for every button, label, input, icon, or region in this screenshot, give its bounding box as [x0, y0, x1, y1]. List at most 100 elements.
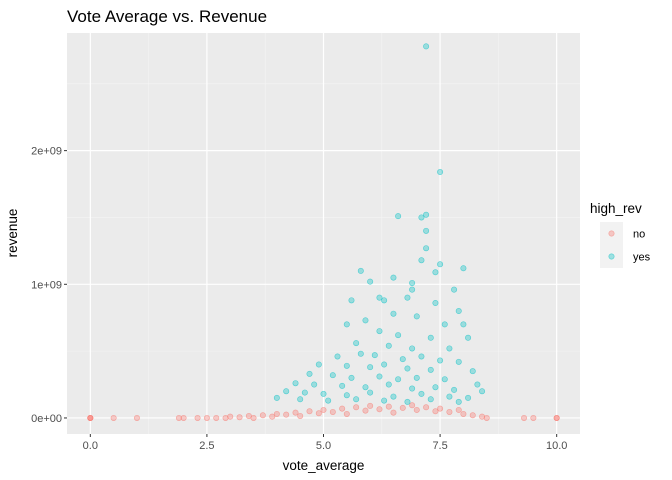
data-point: [269, 413, 276, 420]
data-point: [423, 245, 430, 252]
data-point: [437, 169, 444, 176]
data-point: [418, 214, 425, 221]
x-tick-label: 10.0: [546, 440, 567, 452]
data-point: [409, 345, 416, 352]
y-axis-ticks: 0e+00 1e+09 2e+09: [31, 146, 67, 425]
x-tick-label: 7.5: [432, 440, 447, 452]
data-point: [427, 396, 434, 403]
data-point: [353, 396, 360, 403]
data-point: [455, 398, 462, 405]
data-point: [376, 294, 383, 301]
data-point: [404, 365, 411, 372]
data-point: [432, 269, 439, 276]
data-point: [320, 406, 327, 413]
data-point: [395, 332, 402, 339]
data-point: [469, 368, 476, 375]
data-point: [469, 412, 476, 419]
data-point: [194, 414, 201, 421]
data-point: [362, 384, 369, 391]
y-tick-label: 1e+09: [31, 279, 62, 291]
data-point: [297, 396, 304, 403]
data-point: [385, 342, 392, 349]
data-point: [479, 413, 486, 420]
data-point: [353, 404, 360, 411]
data-point: [455, 406, 462, 413]
data-point: [455, 358, 462, 365]
data-point: [446, 345, 453, 352]
legend-title: high_rev: [590, 201, 642, 216]
data-point: [446, 408, 453, 415]
data-point: [180, 414, 187, 421]
legend-label-yes: yes: [633, 252, 651, 264]
x-tick-label: 2.5: [199, 440, 214, 452]
data-point: [395, 213, 402, 220]
data-point: [409, 279, 416, 286]
data-point: [381, 361, 388, 368]
data-point: [87, 414, 94, 421]
data-point: [460, 265, 467, 272]
data-point: [292, 409, 299, 416]
legend-key: [600, 245, 623, 268]
data-point: [427, 366, 434, 373]
data-point: [395, 376, 402, 383]
data-point: [451, 286, 458, 293]
data-point: [376, 373, 383, 380]
data-point: [423, 211, 430, 218]
data-point: [236, 414, 243, 421]
data-point: [283, 411, 290, 418]
x-axis-ticks: 0.0 2.5 5.0 7.5 10.0: [83, 434, 567, 452]
y-tick-label: 0e+00: [31, 413, 62, 425]
data-point: [381, 297, 388, 304]
data-point: [329, 408, 336, 415]
data-point: [343, 410, 350, 417]
data-point: [432, 408, 439, 415]
data-point: [339, 382, 346, 389]
data-point: [404, 294, 411, 301]
data-point: [418, 390, 425, 397]
data-point: [427, 334, 434, 341]
series-yes: [273, 43, 486, 405]
data-point: [348, 297, 355, 304]
data-point: [399, 356, 406, 363]
data-point: [376, 406, 383, 413]
legend-swatch: [608, 253, 615, 260]
data-point: [227, 413, 234, 420]
data-point: [465, 334, 472, 341]
data-point: [315, 410, 322, 417]
data-point: [339, 405, 346, 412]
data-point: [418, 257, 425, 264]
x-axis-title: vote_average: [283, 458, 365, 473]
data-point: [404, 398, 411, 405]
data-point: [451, 386, 458, 393]
data-point: [334, 353, 341, 360]
data-point: [283, 388, 290, 395]
data-point: [409, 402, 416, 409]
data-point: [110, 414, 117, 421]
data-point: [399, 404, 406, 411]
data-point: [315, 361, 322, 368]
data-point: [329, 372, 336, 379]
legend-label-no: no: [633, 229, 645, 241]
legend: high_rev no yes: [590, 201, 651, 268]
data-point: [175, 414, 182, 421]
data-point: [413, 374, 420, 381]
data-point: [432, 384, 439, 391]
data-point: [423, 43, 430, 50]
data-point: [483, 414, 490, 421]
data-point: [362, 407, 369, 414]
data-point: [213, 414, 220, 421]
data-point: [381, 397, 388, 404]
data-point: [390, 274, 397, 281]
data-point: [385, 381, 392, 388]
data-point: [357, 350, 364, 357]
data-point: [423, 404, 430, 411]
data-point: [465, 394, 472, 401]
data-point: [521, 414, 528, 421]
data-point: [273, 410, 280, 417]
data-point: [385, 403, 392, 410]
data-point: [479, 388, 486, 395]
data-point: [367, 402, 374, 409]
data-point: [390, 310, 397, 317]
data-point: [250, 414, 257, 421]
data-point: [376, 328, 383, 335]
